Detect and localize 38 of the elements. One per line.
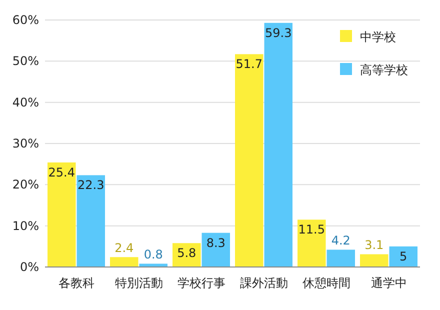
x-tick-label: 学校行事 <box>177 276 226 290</box>
legend-label: 中学校 <box>360 30 396 44</box>
bar <box>235 54 264 267</box>
data-label: 51.7 <box>236 57 262 72</box>
y-tick-label: 60% <box>12 13 39 27</box>
bar <box>48 162 76 267</box>
x-tick-label: 通学中 <box>370 276 407 290</box>
bar <box>389 246 418 267</box>
data-label: 0.8 <box>144 248 163 262</box>
data-label: 11.5 <box>298 222 325 237</box>
data-label: 4.2 <box>331 234 350 248</box>
x-tick-label: 各教科 <box>58 276 94 290</box>
data-label: 3.1 <box>364 238 384 252</box>
x-tick-label: 休憩時間 <box>302 276 350 290</box>
legend-label: 高等学校 <box>360 63 408 77</box>
data-label: 2.4 <box>114 241 134 256</box>
data-label: 5.8 <box>177 246 196 260</box>
y-tick-label: 50% <box>12 54 39 68</box>
y-tick-label: 0% <box>20 260 39 274</box>
data-label: 5 <box>400 249 408 264</box>
data-label: 59.3 <box>265 26 292 40</box>
data-label: 8.3 <box>206 236 226 250</box>
data-label: 25.4 <box>48 165 75 180</box>
x-tick-label: 特別活動 <box>114 276 163 290</box>
data-label: 22.3 <box>78 178 104 192</box>
bar <box>326 250 355 267</box>
bar <box>298 220 326 267</box>
x-tick-label: 課外活動 <box>240 276 288 290</box>
bar <box>360 254 388 267</box>
y-tick-label: 10% <box>12 218 39 233</box>
y-tick-label: 30% <box>12 136 39 150</box>
bar <box>264 22 292 267</box>
y-tick-label: 20% <box>12 178 39 192</box>
bar <box>76 175 105 267</box>
y-tick-label: 40% <box>12 95 39 110</box>
bar <box>110 257 138 267</box>
bar <box>202 232 230 267</box>
bar <box>139 264 168 267</box>
